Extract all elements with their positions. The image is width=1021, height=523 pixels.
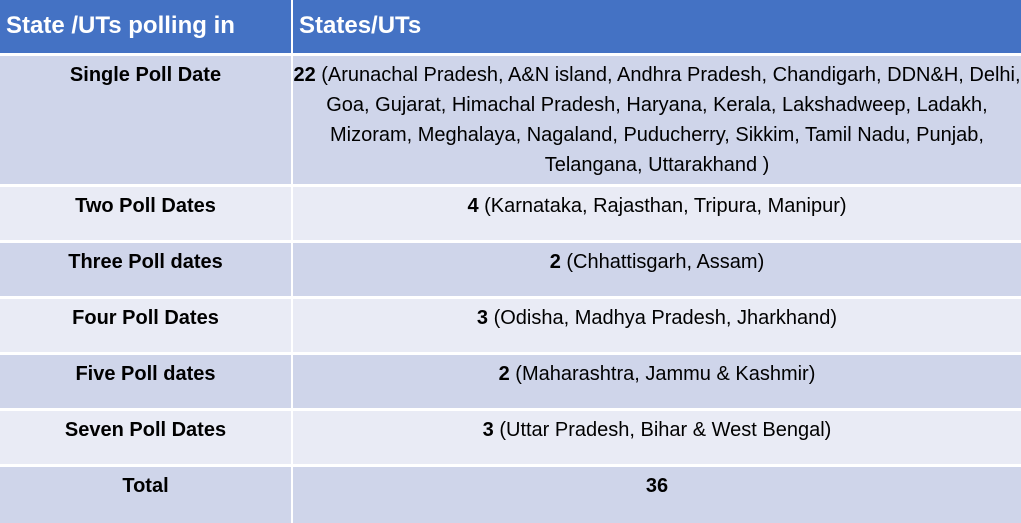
category-cell: Two Poll Dates xyxy=(0,183,292,241)
table-row-seven-poll-dates: Seven Poll Dates 3 (Uttar Pradesh, Bihar… xyxy=(0,407,1021,465)
states-cell: 3 (Uttar Pradesh, Bihar & West Bengal) xyxy=(291,407,1021,465)
states-cell: 3 (Odisha, Madhya Pradesh, Jharkhand) xyxy=(291,295,1021,353)
state-count: 22 xyxy=(293,63,316,86)
header-states-uts: States/UTs xyxy=(291,0,1021,54)
category-cell: Four Poll Dates xyxy=(0,295,292,353)
state-list: (Odisha, Madhya Pradesh, Jharkhand) xyxy=(488,306,838,329)
states-cell: 22 (Arunachal Pradesh, A&N island, Andhr… xyxy=(291,52,1021,185)
states-cell: 2 (Maharashtra, Jammu & Kashmir) xyxy=(291,351,1021,409)
state-list: (Arunachal Pradesh, A&N island, Andhra P… xyxy=(315,63,1021,176)
state-count: 2 xyxy=(549,250,561,273)
state-list: (Uttar Pradesh, Bihar & West Bengal) xyxy=(493,418,832,441)
table-row-total: Total 36 xyxy=(0,463,1021,523)
state-count: 2 xyxy=(498,362,510,385)
states-cell: 2 (Chhattisgarh, Assam) xyxy=(291,239,1021,297)
states-cell: 4 (Karnataka, Rajasthan, Tripura, Manipu… xyxy=(291,183,1021,241)
header-state-uts-polling-in: State /UTs polling in xyxy=(0,0,292,54)
state-list: (Karnataka, Rajasthan, Tripura, Manipur) xyxy=(478,194,847,217)
table-row-five-poll-dates: Five Poll dates 2 (Maharashtra, Jammu & … xyxy=(0,351,1021,409)
table-header-row: State /UTs polling in States/UTs xyxy=(0,0,1021,54)
state-count: 3 xyxy=(482,418,494,441)
category-cell: Three Poll dates xyxy=(0,239,292,297)
category-cell: Single Poll Date xyxy=(0,52,292,185)
state-count: 36 xyxy=(645,474,669,497)
state-list: (Maharashtra, Jammu & Kashmir) xyxy=(509,362,816,385)
state-count: 4 xyxy=(467,194,479,217)
table-row-three-poll-dates: Three Poll dates 2 (Chhattisgarh, Assam) xyxy=(0,239,1021,297)
states-cell: 36 xyxy=(291,463,1021,523)
category-cell: Total xyxy=(0,463,292,523)
table-row-two-poll-dates: Two Poll Dates 4 (Karnataka, Rajasthan, … xyxy=(0,183,1021,241)
state-count: 3 xyxy=(476,306,489,329)
category-cell: Five Poll dates xyxy=(0,351,292,409)
category-cell: Seven Poll Dates xyxy=(0,407,292,465)
state-list: (Chhattisgarh, Assam) xyxy=(560,250,765,273)
table-row-four-poll-dates: Four Poll Dates 3 (Odisha, Madhya Prades… xyxy=(0,295,1021,353)
table-row-single-poll-date: Single Poll Date 22 (Arunachal Pradesh, … xyxy=(0,52,1021,185)
